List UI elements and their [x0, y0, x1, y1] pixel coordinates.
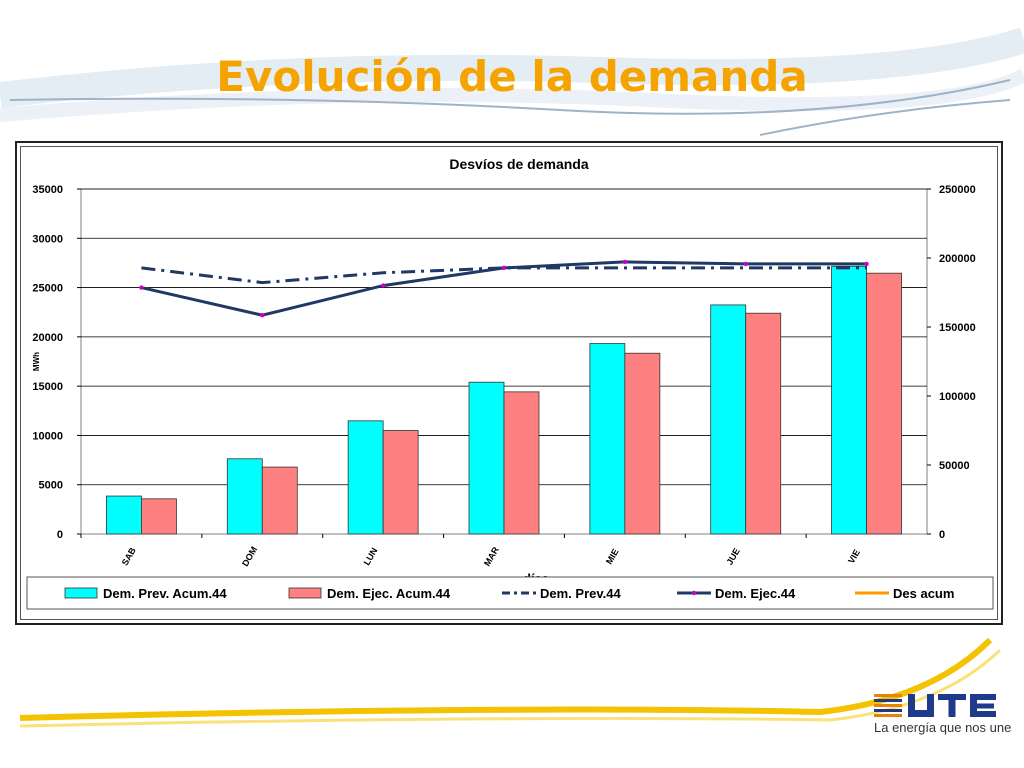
x-tick-label: SAB	[120, 545, 138, 567]
y2-tick-label: 0	[939, 529, 945, 541]
x-tick-label: JUE	[724, 546, 741, 566]
line-marker	[864, 261, 869, 267]
line-marker	[743, 261, 748, 267]
bar-prev-acum	[226, 458, 263, 535]
line-marker	[260, 312, 265, 318]
y2-tick-label: 50000	[939, 460, 970, 472]
line-marker	[380, 283, 386, 288]
y-tick-label: 35000	[32, 184, 63, 196]
line-marker	[501, 265, 507, 271]
y2-tick-label: 250000	[939, 184, 976, 196]
chart-title: Desvíos de demanda	[449, 156, 588, 172]
slide-title: Evolución de la demanda	[216, 52, 808, 101]
legend-label: Dem. Prev. Acum.44	[103, 586, 227, 601]
chart-frame-inner	[20, 146, 998, 620]
legend	[26, 576, 994, 610]
legend-swatch	[288, 587, 322, 599]
x-tick-label: MAR	[482, 545, 501, 568]
ute-logo	[874, 694, 996, 717]
x-tick-label: VIE	[846, 548, 862, 566]
bar-prev-acum	[831, 265, 867, 535]
line-marker	[139, 285, 144, 290]
y-axis-label: MWh	[32, 352, 41, 371]
bar-ejec-acum	[745, 312, 782, 535]
x-tick-label: DOM	[240, 545, 259, 568]
logo-stripes-icon	[874, 694, 902, 717]
y2-tick-label: 150000	[939, 322, 976, 334]
logo-letters-icon	[908, 694, 996, 717]
bar-prev-acum	[710, 304, 747, 535]
legend-marker	[691, 590, 697, 596]
bar-ejec-acum	[866, 272, 902, 535]
bar-prev-acum	[589, 343, 626, 535]
y-tick-label: 15000	[32, 381, 63, 393]
line-marker	[622, 259, 628, 265]
y-tick-label: 5000	[39, 480, 63, 492]
bar-ejec-acum	[261, 466, 298, 535]
bar-ejec-acum	[141, 498, 177, 535]
bar-ejec-acum	[624, 352, 661, 535]
legend-label: Des acum	[893, 586, 954, 601]
y-tick-label: 0	[57, 529, 63, 541]
y-tick-label: 25000	[32, 283, 63, 295]
bar-ejec-acum	[382, 430, 419, 535]
y2-tick-label: 200000	[939, 253, 976, 265]
line-dem-prev	[141, 266, 867, 285]
y-tick-label: 20000	[32, 332, 63, 344]
legend-label: Dem. Ejec.44	[715, 586, 796, 601]
y-tick-label: 30000	[32, 233, 63, 245]
chart-frame: 0 5000 10000 15000 20000 25000 30000 35000 0 5000…	[15, 141, 1003, 625]
legend-swatch	[64, 587, 98, 599]
legend-label: Dem. Ejec. Acum.44	[327, 586, 451, 601]
bar-prev-acum	[468, 381, 505, 535]
y-tick-label: 10000	[32, 430, 63, 442]
bar-prev-acum	[347, 420, 384, 535]
legend-label: Dem. Prev.44	[540, 586, 621, 601]
demand-chart: 0 5000 10000 15000 20000 25000 30000 35000 0 5000…	[26, 156, 994, 610]
bar-ejec-acum	[503, 391, 540, 535]
x-tick-label: MIE	[604, 547, 621, 566]
brand-tagline: La energía que nos une	[874, 720, 1012, 735]
bar-prev-acum	[106, 495, 142, 535]
x-tick-label: LUN	[362, 546, 380, 567]
y2-tick-label: 100000	[939, 391, 976, 403]
